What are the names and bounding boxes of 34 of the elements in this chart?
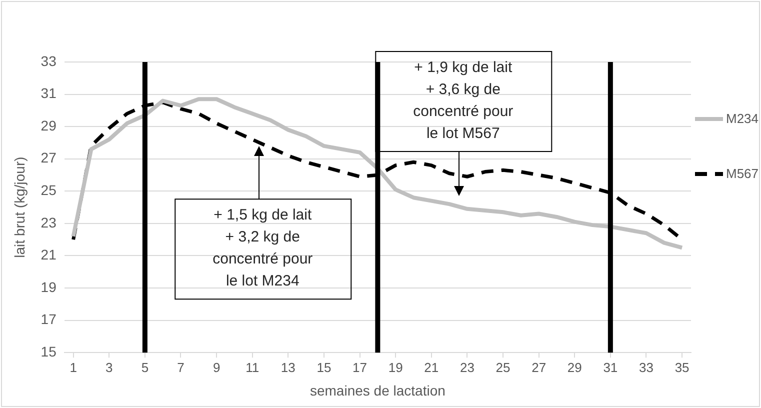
y-tick-label: 19 bbox=[40, 278, 57, 295]
x-tick-label: 1 bbox=[70, 360, 77, 375]
x-axis-title: semaines de lactation bbox=[310, 382, 446, 398]
x-tick-label: 31 bbox=[603, 360, 618, 375]
x-tick-label: 11 bbox=[246, 360, 260, 375]
x-tick-label: 23 bbox=[460, 360, 474, 375]
x-tick-label: 27 bbox=[532, 360, 546, 375]
x-tick-label: 15 bbox=[316, 360, 332, 375]
y-tick-label: 15 bbox=[40, 343, 57, 360]
y-tick-label: 17 bbox=[40, 311, 57, 328]
y-tick-label: 29 bbox=[40, 117, 57, 134]
y-tick-label: 33 bbox=[40, 52, 57, 69]
y-axis-title: lait brut (kg/jour) bbox=[11, 156, 28, 258]
annotation: + 1,9 kg de lait + 3,6 kg de concentré pour le lot M567 bbox=[413, 59, 514, 142]
y-tick-label: 31 bbox=[40, 85, 57, 102]
x-tick-label: 7 bbox=[177, 360, 184, 375]
y-tick-label: 21 bbox=[40, 246, 57, 263]
x-tick-label: 9 bbox=[212, 360, 220, 375]
x-tick-label: 5 bbox=[141, 360, 149, 375]
x-tick-label: 3 bbox=[106, 360, 113, 375]
legend-label: M567 bbox=[726, 166, 759, 181]
x-tick-label: 13 bbox=[280, 360, 296, 375]
y-tick-label: 25 bbox=[40, 182, 57, 198]
x-tick-label: 25 bbox=[496, 360, 510, 375]
x-tick-label: 19 bbox=[388, 360, 403, 375]
x-tick-label: 29 bbox=[567, 360, 582, 375]
x-tick-label: 33 bbox=[639, 360, 654, 375]
x-tick-label: 17 bbox=[352, 360, 368, 375]
y-tick-label: 27 bbox=[40, 150, 57, 166]
annotation: + 1,5 kg de lait + 3,2 kg de concentré pour le lot M234 bbox=[212, 206, 313, 290]
legend-label: M234 bbox=[726, 111, 759, 126]
x-tick-label: 21 bbox=[424, 360, 439, 375]
x-tick-label: 35 bbox=[674, 360, 690, 375]
y-tick-label: 23 bbox=[40, 214, 57, 230]
